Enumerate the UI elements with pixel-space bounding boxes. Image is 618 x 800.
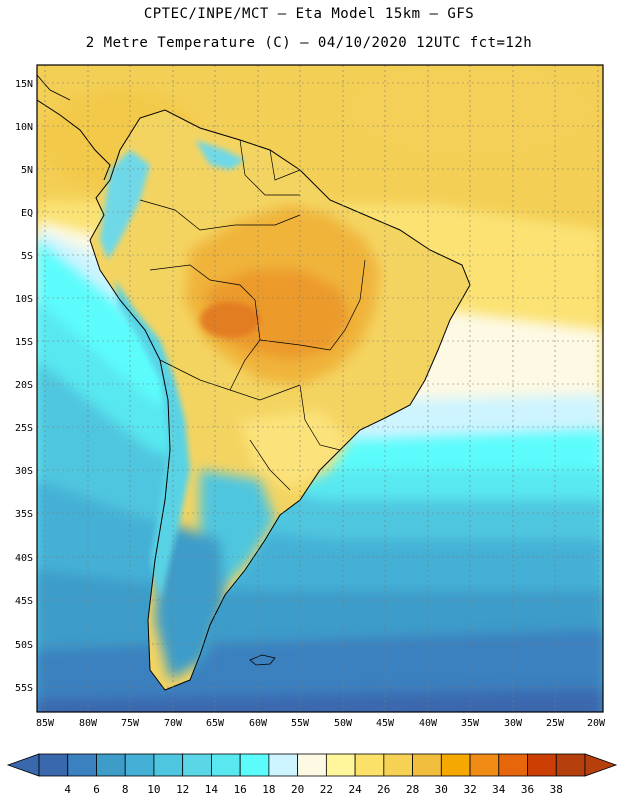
colorbar-under-arrow [6,753,40,777]
lat-label: 55S [15,683,33,694]
lon-label: 75W [121,718,140,729]
colorbar-swatch [153,753,184,777]
lon-label: 60W [249,718,268,729]
map-field [37,65,603,712]
lon-label: 20W [587,718,606,729]
colorbar-swatch [354,753,385,777]
latitude-labels: 15N 10N 5N EQ 5S 10S 15S 20S 25S 30S 35S… [15,79,33,694]
colorbar-swatch [211,753,241,777]
colorbar-label: 24 [348,783,362,796]
colorbar-swatch [325,753,356,777]
map-frame [36,64,604,713]
lat-label: 25S [15,423,33,434]
colorbar-label: 34 [492,783,506,796]
colorbar-swatch [527,753,557,777]
colorbar-over-arrow [584,753,618,777]
title-line-2: 2 Metre Temperature (C) – 04/10/2020 12U… [85,35,533,51]
colorbar-swatch [297,753,327,777]
lat-label: 30S [15,466,33,477]
lon-label: 25W [546,718,565,729]
lat-label: 20S [15,380,33,391]
colorbar-swatch [268,753,299,777]
colorbar-label: 14 [205,783,219,796]
lat-label: 5S [21,251,33,262]
lat-label: 45S [15,596,33,607]
lon-label: 40W [419,718,438,729]
colorbar-label: 38 [550,783,563,796]
colorbar-label: 22 [320,783,333,796]
colorbar-swatch [96,753,126,777]
colorbar-label: 28 [406,783,419,796]
lon-label: 45W [376,718,395,729]
colorbar-label: 12 [176,783,189,796]
lat-label: 10N [15,122,33,133]
lon-label: 55W [291,718,310,729]
longitude-labels: 85W 80W 75W 70W 65W 60W 55W 50W 45W 40W … [36,718,606,729]
colorbar-label: 30 [435,783,448,796]
colorbar: 4 6 8 10 12 14 16 18 20 22 24 26 28 30 3… [6,753,618,796]
colorbar-swatch [469,753,500,777]
colorbar-label: 18 [262,783,275,796]
lat-label: 50S [15,640,33,651]
lat-label: 15S [15,337,33,348]
colorbar-label: 36 [521,783,534,796]
lon-label: 80W [79,718,98,729]
colorbar-swatch [38,753,69,777]
colorbar-swatch [67,753,97,777]
colorbar-swatch [239,753,270,777]
lat-label: 5N [21,165,33,176]
colorbar-label: 32 [463,783,476,796]
colorbar-label: 26 [377,783,390,796]
colorbar-label: 8 [122,783,129,796]
colorbar-swatch [383,753,413,777]
lat-label: 35S [15,509,33,520]
lat-label: 15N [15,79,33,90]
colorbar-swatch [412,753,442,777]
colorbar-swatch [555,753,586,777]
lat-label: 40S [15,553,33,564]
colorbar-swatch [182,753,212,777]
lon-label: 65W [206,718,225,729]
lon-label: 85W [36,718,55,729]
colorbar-label: 6 [93,783,100,796]
colorbar-swatch [124,753,155,777]
lon-label: 50W [334,718,353,729]
colorbar-label: 16 [234,783,247,796]
lon-label: 35W [461,718,480,729]
lon-label: 30W [504,718,523,729]
graticule [37,65,603,712]
lat-label: EQ [21,208,33,219]
colorbar-label: 20 [291,783,304,796]
lat-label: 10S [15,294,33,305]
lon-label: 70W [164,718,183,729]
colorbar-label: 10 [147,783,160,796]
title-line-1: CPTEC/INPE/MCT – Eta Model 15km – GFS [143,6,475,22]
colorbar-label: 4 [64,783,71,796]
colorbar-swatch [440,753,471,777]
colorbar-swatch [498,753,528,777]
